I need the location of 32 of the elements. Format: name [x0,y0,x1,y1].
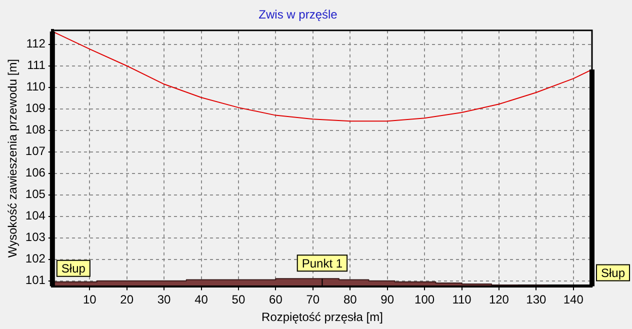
x-tick-label: 80 [343,292,358,307]
y-axis-title: Wysokość zawieszenia przewodu [m] [6,58,20,258]
y-tick-label: 102 [25,252,46,266]
chart-title: Zwis w przęśle [258,8,338,22]
y-tick-label: 103 [25,230,46,244]
y-tick-label: 110 [26,80,46,94]
y-tick-label: 107 [25,144,46,158]
y-tick-label: 112 [26,36,46,51]
x-tick-label: 90 [380,292,394,307]
x-tick-label: 60 [269,292,283,307]
x-tick-label: 140 [563,292,584,307]
x-tick-label: 40 [194,292,208,307]
x-tick-label: 70 [306,292,320,307]
y-tick-label: 105 [25,187,46,202]
x-tick-label: 50 [232,292,246,307]
y-tick-label: 108 [25,122,46,137]
y-tick-label: 106 [25,166,46,180]
x-tick-label: 130 [526,292,547,307]
x-tick-label: 100 [414,292,435,307]
annotation: Słup [61,262,86,276]
x-tick-label: 120 [488,292,510,307]
x-tick-label: 110 [452,292,472,307]
x-tick-label: 30 [157,292,172,307]
x-tick-label: 20 [120,292,134,307]
x-axis-title: Rozpiętość przęsła [m] [262,310,383,324]
y-tick-label: 109 [25,101,46,116]
y-tick-label: 104 [25,208,46,223]
annotation: Słup [601,266,626,280]
y-tick-label: 101 [25,273,46,288]
y-tick-label: 111 [27,58,46,72]
annotation: Punkt 1 [302,256,343,270]
x-tick-label: 10 [82,292,97,307]
